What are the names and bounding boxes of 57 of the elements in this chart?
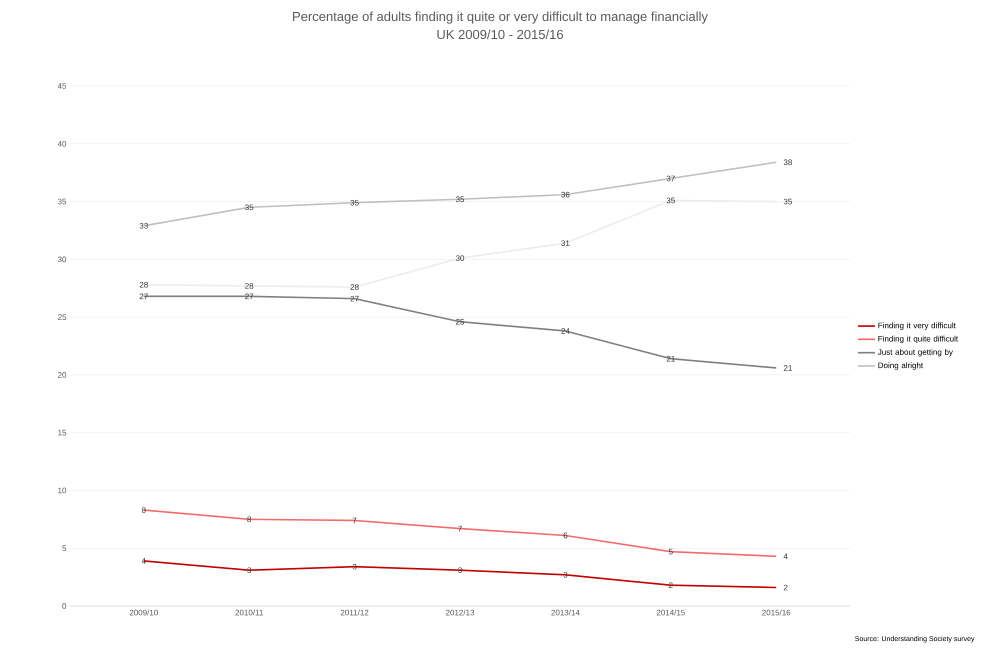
legend-label: Doing alright — [878, 362, 924, 370]
y-tick-label: 40 — [58, 140, 66, 147]
data-label: 28 — [245, 283, 254, 289]
data-label: 28 — [140, 282, 148, 288]
data-label: 35 — [245, 204, 254, 210]
data-label: 4 — [142, 558, 146, 564]
data-label: 3 — [247, 567, 252, 574]
y-tick-label: 10 — [58, 488, 66, 494]
data-label: 35 — [350, 200, 359, 206]
data-label: 6 — [564, 532, 568, 538]
data-label: 8 — [247, 516, 252, 522]
data-label: 37 — [666, 176, 675, 182]
x-tick-label: 2014/15 — [656, 610, 685, 616]
y-tick-label: 30 — [58, 256, 66, 262]
data-label: 3 — [563, 572, 568, 578]
x-tick-label: 2009/10 — [130, 610, 158, 616]
chart-subtitle: UK 2009/10 - 2015/16 — [437, 30, 564, 40]
data-label: 3 — [352, 564, 356, 570]
data-label: 33 — [140, 222, 148, 229]
legend-label: Finding it quite difficult — [878, 336, 958, 344]
y-tick-label: 45 — [58, 83, 66, 89]
data-label: 21 — [666, 356, 675, 362]
data-label: 21 — [784, 365, 792, 371]
data-label: 35 — [784, 198, 792, 204]
legend-label: Finding it very difficult — [878, 322, 956, 330]
x-tick-label: 2011/12 — [340, 610, 368, 616]
data-label: 30 — [456, 255, 464, 262]
data-label: 27 — [140, 294, 148, 300]
y-tick-label: 0 — [62, 603, 66, 609]
x-tick-label: 2015/16 — [762, 610, 790, 616]
data-label: 36 — [561, 192, 570, 198]
data-label: 2 — [784, 584, 788, 590]
y-tick-label: 15 — [58, 430, 66, 436]
data-label: 2 — [669, 582, 673, 588]
data-label: 31 — [561, 240, 570, 246]
data-label: 5 — [668, 548, 673, 554]
legend-label: Just about getting by — [878, 348, 953, 356]
y-tick-label: 20 — [58, 372, 66, 378]
data-label: 3 — [458, 567, 462, 574]
line-series — [142, 560, 778, 588]
data-label: 35 — [456, 196, 464, 202]
data-label: 7 — [352, 518, 356, 524]
y-tick-label: 25 — [58, 314, 66, 320]
data-label: 38 — [784, 159, 792, 166]
data-label: 8 — [142, 507, 146, 513]
x-tick-label: 2010/11 — [235, 610, 263, 616]
data-label: 28 — [350, 284, 359, 290]
x-tick-label: 2012/13 — [446, 610, 474, 616]
data-label: 7 — [458, 526, 462, 532]
line-series — [142, 509, 778, 558]
data-label: 24 — [561, 328, 570, 334]
x-tick-label: 2013/14 — [551, 610, 580, 616]
data-label: 4 — [784, 554, 788, 560]
data-label: 35 — [666, 198, 675, 204]
y-tick-label: 35 — [58, 198, 66, 204]
chart-title: Percentage of adults finding it quite or very difficult to manage financially — [293, 12, 708, 24]
y-tick-label: 5 — [62, 545, 66, 552]
